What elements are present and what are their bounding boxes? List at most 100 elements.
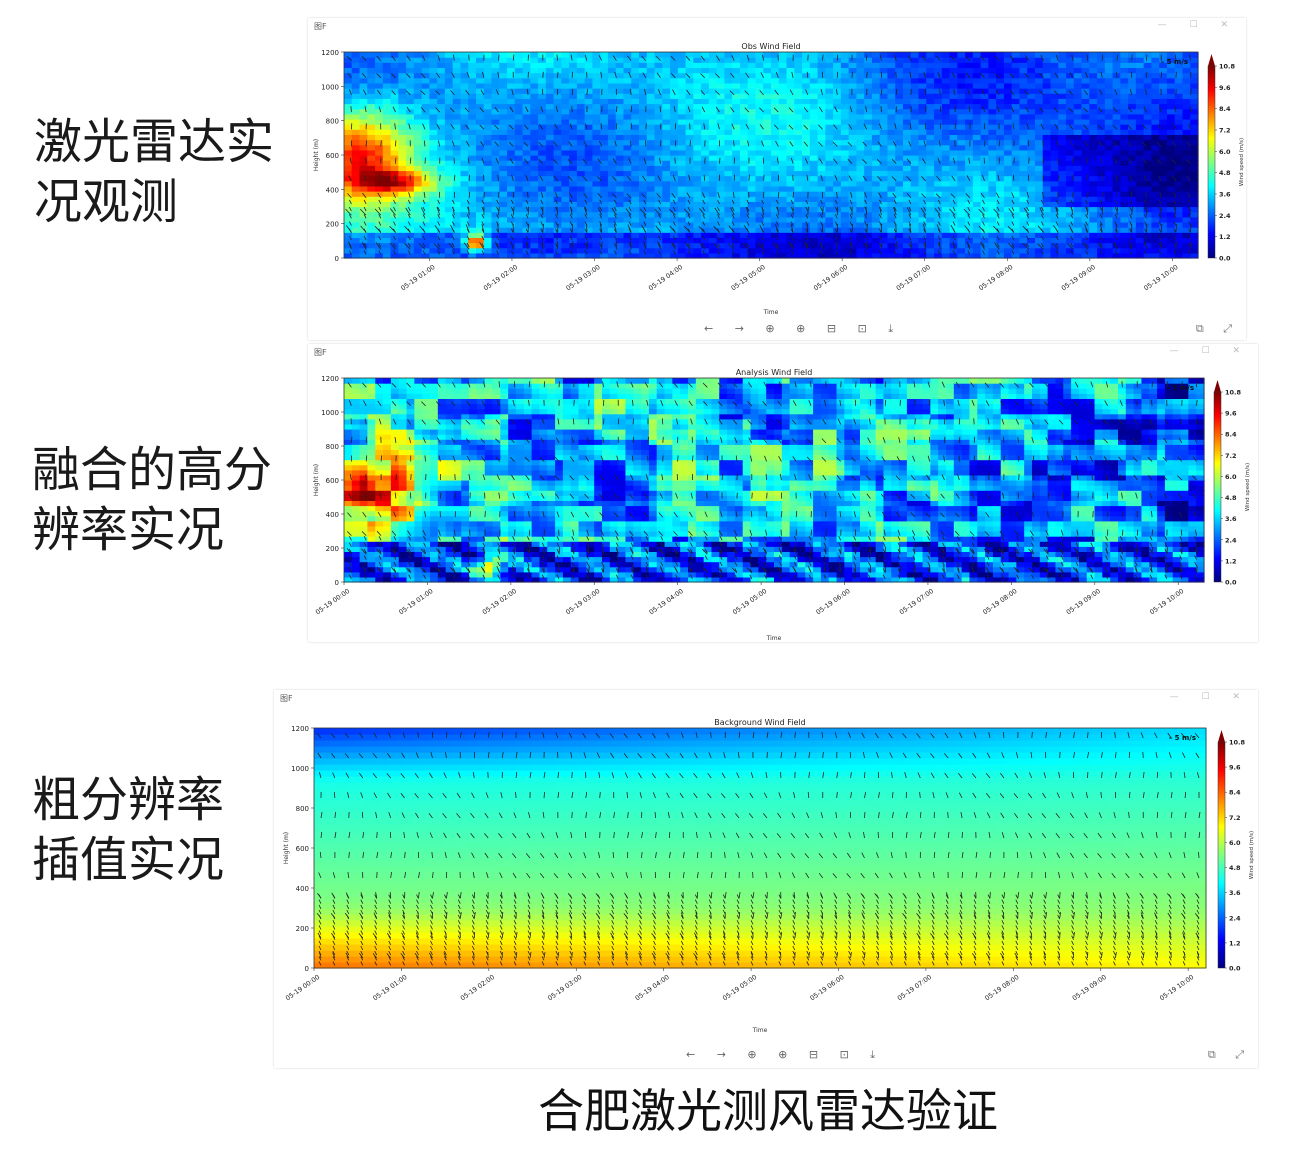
heat-cell (468, 221, 477, 228)
heat-cell (879, 247, 889, 254)
wind-arrow (670, 56, 676, 61)
heat-cell (965, 129, 974, 135)
heat-cell (429, 124, 438, 130)
heat-cell (1089, 201, 1098, 208)
heat-cell (1112, 103, 1121, 110)
heat-cell (514, 191, 524, 197)
wind-arrow (703, 174, 706, 181)
heat-cell (957, 201, 966, 208)
heat-cell (670, 93, 679, 99)
heat-cell (1190, 191, 1199, 197)
wind-arrow (699, 208, 706, 216)
wind-arrow (480, 89, 485, 96)
heat-cell (460, 185, 469, 192)
heat-cell (569, 98, 578, 105)
heat-cell (902, 165, 912, 172)
heat-cell (600, 160, 609, 166)
heat-cell (1011, 108, 1021, 115)
heat-cell (809, 124, 819, 130)
heat-cell (390, 52, 399, 58)
heat-cell (918, 108, 927, 115)
wind-arrow (998, 140, 1001, 147)
heat-cell (670, 191, 679, 197)
heat-cell (584, 52, 594, 58)
heat-cell (545, 201, 555, 208)
heat-cell (972, 124, 982, 130)
heat-cell (1104, 160, 1114, 166)
heat-cell (406, 103, 415, 110)
heat-cell (530, 82, 539, 89)
wind-arrow (965, 193, 971, 199)
heat-cell (1143, 62, 1153, 69)
heat-cell (569, 247, 578, 254)
heat-cell (1120, 211, 1129, 218)
wind-arrow (968, 106, 971, 113)
heat-cell (1128, 232, 1137, 238)
heat-cell (747, 216, 757, 223)
heat-cell (972, 57, 982, 63)
heat-cell (1019, 67, 1028, 74)
heat-cell (1097, 113, 1106, 120)
heat-cell (755, 72, 764, 79)
heat-cell (724, 206, 733, 213)
heat-cell (398, 113, 407, 120)
heat-cell (1019, 155, 1028, 161)
heat-cell (1190, 113, 1199, 120)
heat-cell (398, 175, 407, 182)
heat-cell (739, 88, 749, 94)
heat-cell (910, 165, 920, 172)
heat-cell (1050, 118, 1059, 125)
heat-cell (561, 211, 570, 218)
heat-cell (1174, 216, 1184, 223)
heat-cell (1066, 108, 1075, 115)
heat-cell (444, 252, 454, 259)
heat-cell (879, 134, 889, 141)
heat-cell (1089, 185, 1098, 192)
heat-cell (902, 170, 912, 177)
heat-cell (1097, 149, 1106, 156)
heat-cell (732, 180, 741, 187)
heat-cell (972, 67, 982, 74)
heat-cell (910, 57, 920, 63)
heat-cell (864, 232, 873, 238)
heat-cell (972, 170, 982, 177)
heat-cell (1034, 201, 1044, 208)
heat-cell (747, 139, 757, 146)
heat-cell (437, 57, 446, 63)
wind-arrow (1013, 157, 1015, 164)
heat-cell (398, 52, 407, 58)
heat-cell (864, 227, 873, 233)
heat-cell (646, 103, 656, 110)
heat-cell (1151, 103, 1160, 110)
heat-cell (716, 201, 726, 208)
heat-cell (1104, 252, 1114, 259)
heat-cell (514, 155, 524, 161)
heat-cell (1066, 72, 1075, 79)
heat-cell (1166, 252, 1176, 259)
heat-cell (429, 62, 438, 69)
heat-cell (460, 103, 469, 110)
heat-cell (778, 113, 788, 120)
heat-cell (1050, 98, 1059, 105)
heat-cell (421, 57, 430, 63)
heat-cell (1135, 149, 1145, 156)
wind-arrow (686, 192, 691, 199)
heat-cell (1128, 93, 1137, 99)
wind-arrow (994, 73, 1000, 79)
heat-cell (972, 216, 982, 223)
heat-cell (483, 191, 493, 197)
heat-cell (1128, 227, 1137, 233)
heat-cell (786, 129, 795, 135)
heat-cell (538, 180, 547, 187)
wind-arrow (654, 208, 661, 216)
heat-cell (553, 118, 562, 125)
wind-arrow (511, 88, 514, 96)
heat-cell (1128, 211, 1137, 218)
heat-cell (662, 57, 671, 63)
heat-cell (708, 227, 718, 233)
window-controls[interactable]: — ☐ ✕ (1157, 20, 1238, 30)
heat-cell (794, 77, 803, 84)
heat-cell (1182, 165, 1191, 172)
heat-cell (452, 216, 462, 223)
wind-arrow (571, 240, 574, 250)
